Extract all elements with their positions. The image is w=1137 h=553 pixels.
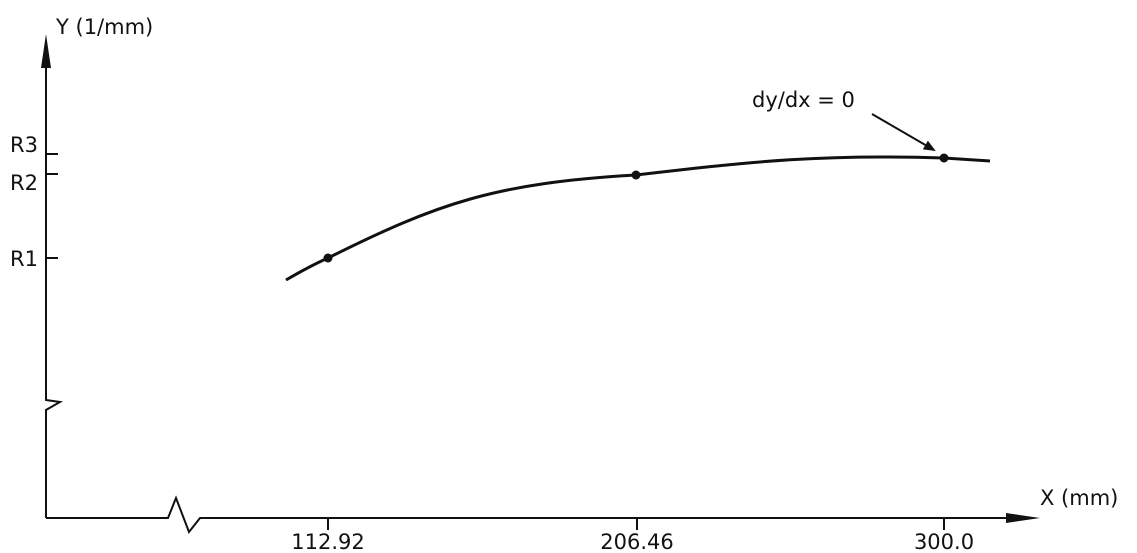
x-tick-label-206: 206.46 <box>600 530 673 553</box>
series-group <box>285 153 991 282</box>
y-axis-arrow <box>41 34 51 68</box>
data-point-2 <box>631 170 641 180</box>
y-tick-label-r2: R2 <box>10 171 38 195</box>
x-axis-line <box>46 495 1010 535</box>
x-tick-label-112: 112.92 <box>291 530 364 553</box>
annotation-arrow <box>871 113 936 152</box>
x-tick-label-300: 300.0 <box>914 530 974 553</box>
y-axis-line <box>45 60 64 518</box>
y-axis-label: Y (1/mm) <box>55 15 153 39</box>
y-tick-label-r1: R1 <box>10 247 38 271</box>
x-axis-arrow <box>1006 513 1040 523</box>
data-point-3 <box>939 153 949 163</box>
data-point-1 <box>323 253 333 263</box>
y-tick-label-r3: R3 <box>10 133 38 157</box>
y-axis <box>41 34 64 518</box>
x-axis <box>46 495 1040 535</box>
annotation-dydx: dy/dx = 0 <box>752 88 855 112</box>
x-axis-label: X (mm) <box>1040 486 1118 510</box>
